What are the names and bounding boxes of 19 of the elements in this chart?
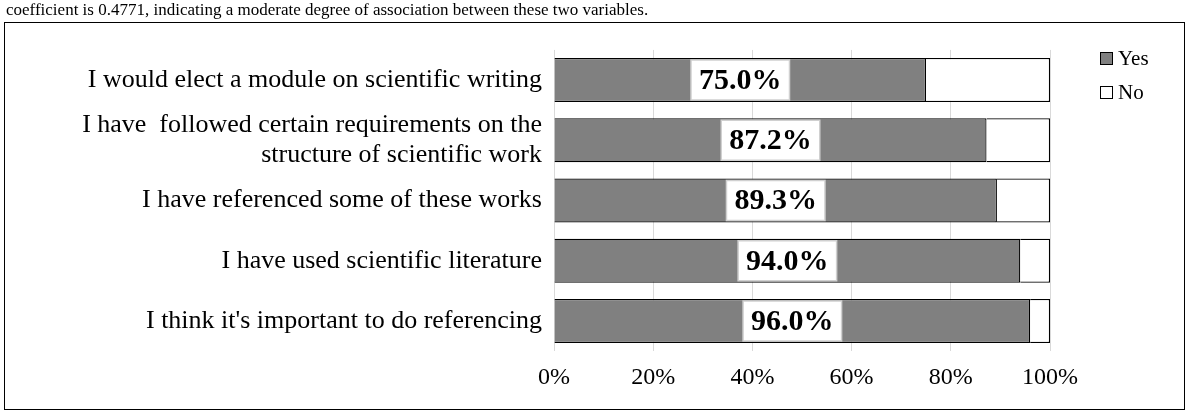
data-label: 75.0% <box>699 61 782 95</box>
x-tick-label: 60% <box>829 362 874 389</box>
x-tick-label: 0% <box>538 362 570 389</box>
text: coefficient is 0.4771, indicating a moderate degree of association between these two variables. <box>6 0 649 20</box>
x-tick-label: 20% <box>631 362 676 389</box>
x-tick-label: 80% <box>928 362 973 389</box>
data-label: 96.0% <box>751 302 834 336</box>
y-tick-label: I think it's important to do referencing <box>145 304 542 334</box>
data-label: 94.0% <box>746 242 829 276</box>
data-label: 89.3% <box>734 182 817 216</box>
legend-label: No <box>1118 80 1144 104</box>
y-tick-label: I have followed certain requirements on the structure of scientific work <box>82 109 542 169</box>
x-tick-label: 100% <box>1022 362 1078 389</box>
x-tick-label: 40% <box>730 362 775 389</box>
y-tick-label: I would elect a module on scientific writing <box>87 63 542 93</box>
data-label: 87.2% <box>729 122 812 156</box>
y-tick-label: I have referenced some of these works <box>142 184 542 214</box>
text: Yes <box>1118 46 1149 70</box>
y-tick-label: I have used scientific literature <box>221 244 542 274</box>
